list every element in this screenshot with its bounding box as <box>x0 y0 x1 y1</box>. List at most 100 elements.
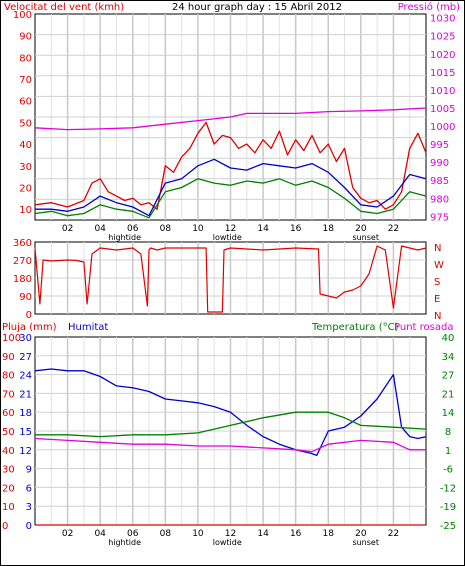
compass-label: S <box>434 277 440 288</box>
rain-axis-title: Pluja (mm) <box>2 322 57 333</box>
humidity-tick-label: 9 <box>26 465 32 476</box>
x-tick-label: 18 <box>323 529 335 539</box>
compass-label: N <box>434 243 441 254</box>
wind-axis-title: Velocitat del vent (kmh) <box>4 2 124 13</box>
temperature-tick-label: 21 <box>442 389 455 400</box>
temperature-tick-label: -25 <box>440 521 456 532</box>
pressure-tick-label: 1010 <box>430 86 455 97</box>
temperature-tick-label: -6 <box>443 465 453 476</box>
series-wind-direction <box>34 245 427 313</box>
temperature-tick-label: 40 <box>442 333 455 344</box>
direction-tick-label: 90 <box>19 292 32 303</box>
rain-tick-label: 50 <box>2 427 15 438</box>
series-blue <box>34 368 427 457</box>
rain-tick-label: 0 <box>2 521 8 532</box>
humidity-tick-label: 21 <box>19 389 32 400</box>
x-tick-label: 02 <box>62 529 73 539</box>
pressure-tick-label: 980 <box>430 194 449 205</box>
direction-tick-label: 270 <box>13 256 32 267</box>
x-tick-label: 04 <box>94 224 106 234</box>
wind-tick-label: 100 <box>13 10 32 21</box>
temperature-axis-title: Temperatura (°C) <box>311 322 399 333</box>
chart-title: 24 hour graph day : 15 Abril 2012 <box>172 2 342 13</box>
x-tick-label: 14 <box>257 529 269 539</box>
x-tick-label: 02 <box>62 224 73 234</box>
humidity-axis-title: Humitat <box>68 322 108 333</box>
compass-label: W <box>434 260 444 271</box>
pressure-tick-label: 995 <box>430 140 449 151</box>
pressure-tick-label: 1020 <box>430 50 455 61</box>
x-tick-label: 12 <box>225 224 236 234</box>
x-tick-label: 10 <box>192 529 204 539</box>
x-tick-label: 14 <box>257 224 269 234</box>
rain-tick-label: 100 <box>2 333 21 344</box>
wind-tick-label: 10 <box>19 205 32 216</box>
x-tick-label: 08 <box>160 529 172 539</box>
series-blue <box>35 158 427 217</box>
direction-tick-label: 180 <box>13 274 32 285</box>
x-tick-label: 20 <box>355 529 367 539</box>
humidity-tick-label: 12 <box>19 446 32 457</box>
humidity-tick-label: 24 <box>19 371 32 382</box>
x-tick-label: 06 <box>127 224 139 234</box>
rain-tick-label: 60 <box>2 408 15 419</box>
wind-tick-label: 30 <box>19 162 32 173</box>
pressure-tick-label: 1030 <box>430 14 455 25</box>
rain-tick-label: 70 <box>2 389 15 400</box>
series-green <box>35 411 427 438</box>
humidity-tick-label: 27 <box>19 352 32 363</box>
pressure-tick-label: 990 <box>430 158 449 169</box>
x-tick-label: 08 <box>160 224 172 234</box>
series-red <box>34 121 427 210</box>
x-tick-label: 20 <box>355 224 367 234</box>
humidity-tick-label: 30 <box>19 333 32 344</box>
humidity-tick-label: 0 <box>26 521 32 532</box>
pressure-tick-label: 1015 <box>430 68 455 79</box>
humidity-tick-label: 3 <box>26 502 32 513</box>
marker-label-lowtide: lowtide <box>213 538 242 547</box>
x-tick-label: 04 <box>94 529 106 539</box>
x-tick-label: 10 <box>192 224 204 234</box>
temperature-tick-label: 14 <box>442 408 455 419</box>
direction-tick-label: 360 <box>13 238 32 249</box>
x-tick-label: 16 <box>290 224 302 234</box>
x-tick-label: 18 <box>323 224 335 234</box>
temperature-tick-label: 27 <box>442 371 455 382</box>
rain-tick-label: 40 <box>2 446 15 457</box>
marker-label-sunset: sunset <box>352 233 379 242</box>
x-tick-label: 06 <box>127 529 139 539</box>
temperature-tick-label: 8 <box>445 427 451 438</box>
marker-label-sunset: sunset <box>352 538 379 547</box>
rain-tick-label: 20 <box>2 483 15 494</box>
wind-tick-label: 70 <box>19 75 32 86</box>
wind-tick-label: 40 <box>19 140 32 151</box>
rain-tick-label: 90 <box>2 352 15 363</box>
marker-label-hightide: hightide <box>108 233 141 242</box>
series-magenta <box>34 107 427 131</box>
pressure-tick-label: 1025 <box>430 32 455 43</box>
humidity-tick-label: 15 <box>19 427 32 438</box>
temperature-tick-label: -19 <box>440 502 456 513</box>
marker-label-lowtide: lowtide <box>213 233 242 242</box>
humidity-tick-label: 6 <box>26 483 32 494</box>
x-tick-label: 12 <box>225 529 236 539</box>
compass-label: N <box>434 311 441 322</box>
rain-tick-label: 10 <box>2 502 15 513</box>
wind-tick-label: 20 <box>19 183 32 194</box>
series-green <box>34 178 427 219</box>
wind-tick-label: 90 <box>19 32 32 43</box>
pressure-tick-label: 985 <box>430 176 449 187</box>
x-tick-label: 22 <box>388 529 399 539</box>
rain-tick-label: 30 <box>2 465 15 476</box>
temperature-tick-label: 34 <box>442 352 455 363</box>
dewpoint-axis-title: Punt rosada <box>394 322 453 333</box>
humidity-tick-label: 18 <box>19 408 32 419</box>
wind-tick-label: 60 <box>19 97 32 108</box>
temperature-tick-label: 1 <box>445 446 451 457</box>
marker-label-hightide: hightide <box>108 538 141 547</box>
x-tick-label: 22 <box>388 224 399 234</box>
series-magenta <box>34 437 426 453</box>
pressure-axis-title: Pressió (mb) <box>398 1 460 13</box>
